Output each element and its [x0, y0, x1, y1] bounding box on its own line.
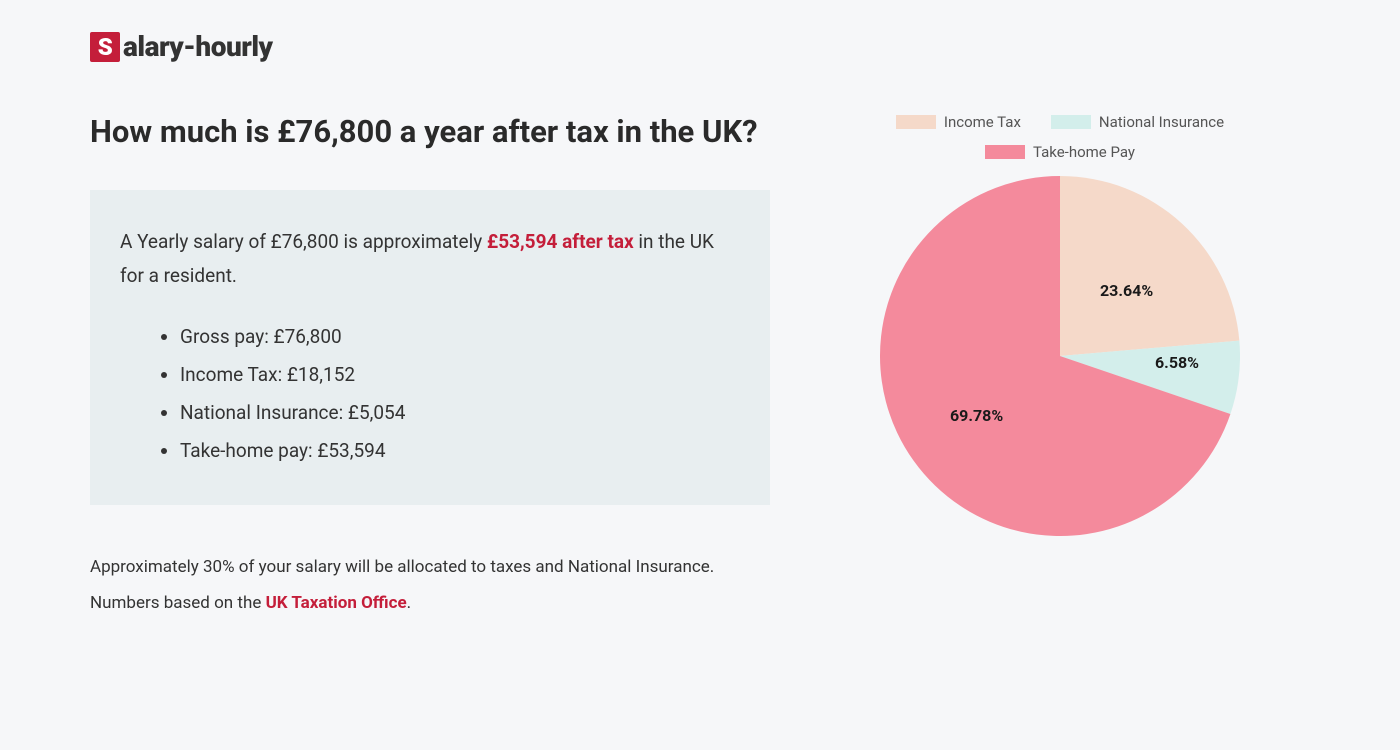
list-item: Take-home pay: £53,594	[180, 432, 740, 470]
summary-intro: A Yearly salary of £76,800 is approximat…	[120, 225, 740, 293]
legend-item: National Insurance	[1051, 113, 1224, 131]
footer-suffix: .	[407, 593, 411, 613]
summary-intro-prefix: A Yearly salary of £76,800 is approximat…	[120, 230, 487, 253]
logo-s-badge: S	[90, 32, 120, 62]
breakdown-list: Gross pay: £76,800 Income Tax: £18,152 N…	[120, 318, 740, 470]
chart-legend: Income Tax National Insurance Take-home Pa…	[850, 113, 1270, 161]
legend-swatch	[985, 145, 1025, 159]
pie-slice-label: 23.64%	[1100, 281, 1153, 300]
page-heading: How much is £76,800 a year after tax in …	[90, 113, 770, 150]
list-item: National Insurance: £5,054	[180, 394, 740, 432]
footer-text: Approximately 30% of your salary will be…	[90, 550, 770, 621]
pie-slice	[1060, 176, 1239, 356]
pie-slice-label: 69.78%	[950, 406, 1003, 425]
footer-link[interactable]: UK Taxation Office	[266, 593, 407, 613]
right-column: Income Tax National Insurance Take-home Pa…	[850, 113, 1270, 622]
summary-box: A Yearly salary of £76,800 is approximat…	[90, 190, 770, 505]
pie-chart: 23.64% 6.58% 69.78%	[880, 176, 1240, 536]
legend-item: Income Tax	[896, 113, 1021, 131]
legend-label: Income Tax	[944, 113, 1021, 131]
logo-text: alary-hourly	[123, 30, 273, 63]
legend-label: National Insurance	[1099, 113, 1224, 131]
legend-swatch	[896, 115, 936, 129]
legend-label: Take-home Pay	[1033, 143, 1135, 161]
pie-slice-label: 6.58%	[1155, 353, 1199, 372]
legend-item: Take-home Pay	[985, 143, 1135, 161]
summary-highlight: £53,594 after tax	[487, 230, 634, 253]
list-item: Income Tax: £18,152	[180, 356, 740, 394]
legend-swatch	[1051, 115, 1091, 129]
main-container: How much is £76,800 a year after tax in …	[90, 113, 1310, 622]
logo: Salary-hourly	[90, 30, 1310, 63]
left-column: How much is £76,800 a year after tax in …	[90, 113, 770, 622]
list-item: Gross pay: £76,800	[180, 318, 740, 356]
